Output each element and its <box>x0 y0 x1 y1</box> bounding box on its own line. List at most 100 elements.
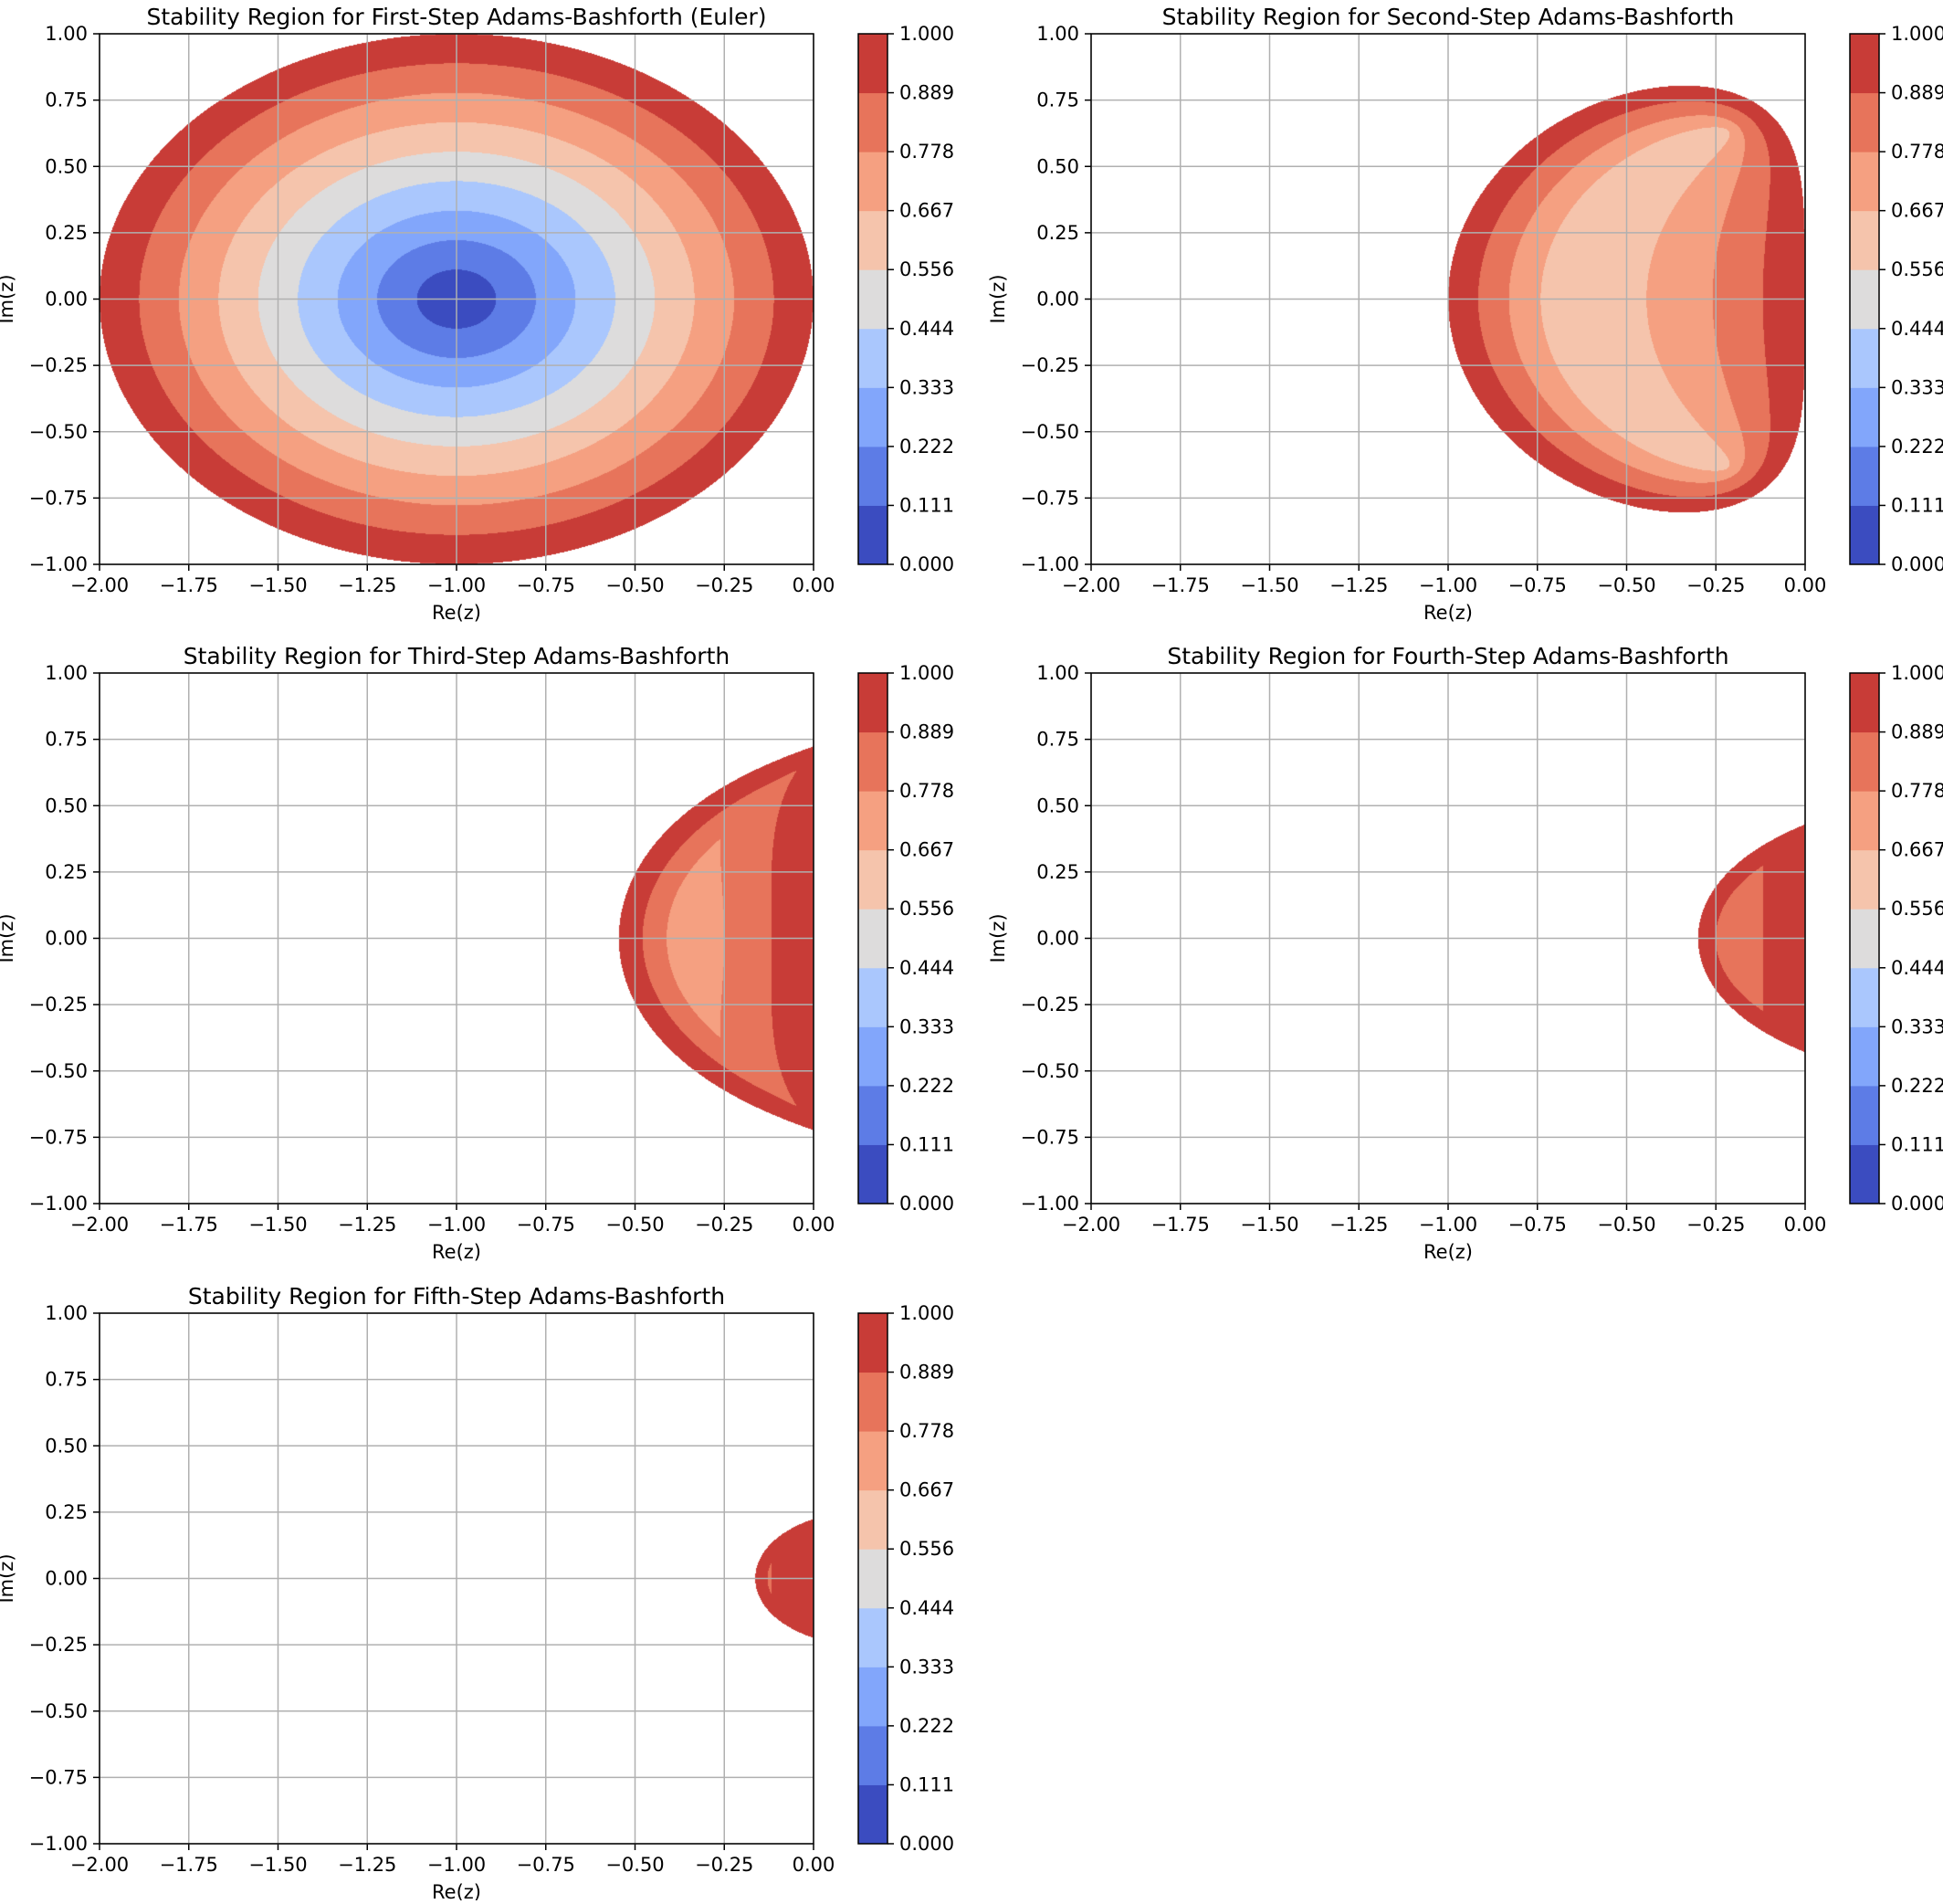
chart-3-y-tick-label: −0.25 <box>29 994 88 1015</box>
chart-4-y-tick-label: −0.25 <box>1021 994 1079 1015</box>
chart-1-y-tick-label: 0.00 <box>45 289 88 310</box>
chart-4: Stability Region for Fourth-Step Adams-B… <box>987 643 1943 1263</box>
chart-4-colorbar-tick-label: 0.222 <box>1891 1075 1943 1097</box>
chart-4-colorbar-band <box>1850 1026 1879 1087</box>
chart-2: Stability Region for Second-Step Adams-B… <box>987 4 1943 624</box>
chart-5-x-tick-label: −1.00 <box>427 1854 486 1876</box>
chart-2-colorbar-band <box>1850 387 1879 447</box>
chart-2-x-tick-label: 0.00 <box>1784 574 1827 596</box>
chart-3-y-tick-label: 0.25 <box>45 861 88 883</box>
chart-3-colorbar-band <box>858 1144 887 1204</box>
chart-5: Stability Region for Fifth-Step Adams-Ba… <box>0 1283 954 1903</box>
chart-1-colorbar-band <box>858 328 887 388</box>
chart-2-colorbar-band <box>1850 328 1879 388</box>
chart-3-colorbar-tick-label: 0.222 <box>899 1075 954 1097</box>
chart-5-y-tick-label: 1.00 <box>45 1302 88 1324</box>
chart-3-colorbar-tick-label: 0.889 <box>899 721 954 743</box>
chart-3-x-tick-label: −0.50 <box>605 1214 664 1236</box>
chart-5-colorbar-tick-label: 1.000 <box>899 1302 954 1324</box>
chart-3-colorbar-band <box>858 967 887 1027</box>
chart-3-y-tick-label: −0.75 <box>29 1126 88 1148</box>
chart-3-y-tick-label: 1.00 <box>45 662 88 684</box>
chart-3-colorbar-band <box>858 849 887 910</box>
chart-4-colorbar-tick-label: 0.889 <box>1891 721 1943 743</box>
chart-2-colorbar-band <box>1850 505 1879 565</box>
chart-5-colorbar-band <box>858 1607 887 1667</box>
chart-3-colorbar-band <box>858 1026 887 1087</box>
chart-3-colorbar-tick-label: 0.778 <box>899 780 954 802</box>
chart-2-title: Stability Region for Second-Step Adams-B… <box>1162 4 1735 30</box>
chart-1-colorbar-tick-label: 0.000 <box>899 553 954 575</box>
chart-3-colorbar-tick-label: 0.556 <box>899 898 954 920</box>
chart-1-x-axis-label: Re(z) <box>432 602 481 624</box>
chart-1-x-tick-label: −0.50 <box>605 574 664 596</box>
chart-4-x-axis-label: Re(z) <box>1423 1241 1473 1263</box>
chart-5-colorbar-band <box>858 1549 887 1609</box>
chart-5-colorbar-tick-label: 0.000 <box>899 1833 954 1855</box>
chart-3-colorbar-tick-label: 1.000 <box>899 662 954 684</box>
chart-2-colorbar-tick-label: 0.222 <box>1891 436 1943 458</box>
chart-2-y-tick-label: 0.25 <box>1036 222 1079 244</box>
chart-4-y-tick-label: 0.00 <box>1036 928 1079 950</box>
chart-5-x-tick-label: −2.00 <box>70 1854 129 1876</box>
chart-1-colorbar-tick-label: 0.333 <box>899 376 954 398</box>
chart-5-x-tick-label: −0.75 <box>517 1854 575 1876</box>
chart-1-colorbar-band <box>858 210 887 270</box>
chart-3-colorbar-tick-label: 0.000 <box>899 1193 954 1215</box>
chart-1-y-tick-label: −1.00 <box>29 553 88 575</box>
chart-3: Stability Region for Third-Step Adams-Ba… <box>0 643 954 1263</box>
chart-3-x-tick-label: 0.00 <box>793 1214 835 1236</box>
chart-3-x-axis-label: Re(z) <box>432 1241 481 1263</box>
chart-4-colorbar-band <box>1850 849 1879 910</box>
chart-5-axes-frame <box>99 1312 814 1845</box>
chart-2-x-tick-label: −1.50 <box>1240 574 1298 596</box>
chart-4-colorbar-tick-label: 0.778 <box>1891 780 1943 802</box>
chart-4-y-tick-label: 0.50 <box>1036 794 1079 816</box>
chart-5-colorbar-band <box>858 1784 887 1845</box>
chart-2-y-tick-label: −0.75 <box>1021 487 1079 509</box>
chart-1-colorbar-band <box>858 387 887 447</box>
chart-3-colorbar-band <box>858 673 887 733</box>
chart-1-colorbar-band <box>858 269 887 330</box>
chart-3-x-tick-label: −1.00 <box>427 1214 486 1236</box>
chart-5-y-tick-label: −0.25 <box>29 1634 88 1656</box>
chart-1-colorbar-band <box>858 505 887 565</box>
chart-3-y-tick-label: −1.00 <box>29 1193 88 1215</box>
chart-2-colorbar-tick-label: 0.889 <box>1891 82 1943 104</box>
chart-4-y-tick-label: −0.50 <box>1021 1060 1079 1082</box>
chart-2-y-tick-label: −0.25 <box>1021 354 1079 376</box>
chart-3-y-tick-label: 0.50 <box>45 794 88 816</box>
chart-1-colorbar-tick-label: 0.222 <box>899 436 954 458</box>
chart-1-x-tick-label: −1.25 <box>338 574 396 596</box>
chart-4-axes-frame <box>1090 672 1806 1204</box>
chart-2-colorbar-band <box>1850 34 1879 94</box>
chart-1-x-tick-label: 0.00 <box>793 574 835 596</box>
chart-1-colorbar-frame <box>857 33 888 565</box>
chart-5-colorbar-tick-label: 0.111 <box>899 1773 954 1795</box>
chart-2-colorbar-tick-label: 0.667 <box>1891 200 1943 222</box>
chart-4-colorbar-band <box>1850 967 1879 1027</box>
chart-2-colorbar-band <box>1850 269 1879 330</box>
chart-3-x-tick-label: −2.00 <box>70 1214 129 1236</box>
chart-2-x-tick-label: −1.00 <box>1419 574 1477 596</box>
chart-5-colorbar-band <box>858 1372 887 1432</box>
chart-5-x-tick-label: −1.50 <box>248 1854 307 1876</box>
chart-4-colorbar-tick-label: 0.444 <box>1891 957 1943 979</box>
chart-4-y-tick-label: −1.00 <box>1021 1193 1079 1215</box>
chart-1-y-tick-label: −0.25 <box>29 354 88 376</box>
chart-5-x-tick-label: 0.00 <box>793 1854 835 1876</box>
chart-2-x-tick-label: −0.50 <box>1597 574 1655 596</box>
chart-1-colorbar-band <box>858 152 887 212</box>
chart-1-colorbar-tick-label: 0.111 <box>899 494 954 516</box>
chart-2-colorbar-tick-label: 0.444 <box>1891 318 1943 340</box>
chart-3-x-tick-label: −0.75 <box>517 1214 575 1236</box>
chart-4-y-tick-label: 0.25 <box>1036 861 1079 883</box>
chart-3-y-tick-label: 0.75 <box>45 729 88 751</box>
chart-5-colorbar-tick-label: 0.778 <box>899 1420 954 1442</box>
chart-1-y-tick-label: 0.75 <box>45 89 88 111</box>
chart-2-x-axis-label: Re(z) <box>1423 602 1473 624</box>
chart-1-x-tick-label: −1.50 <box>248 574 307 596</box>
chart-3-colorbar-tick-label: 0.111 <box>899 1133 954 1155</box>
chart-1-colorbar-band <box>858 92 887 153</box>
chart-4-y-tick-label: 1.00 <box>1036 662 1079 684</box>
